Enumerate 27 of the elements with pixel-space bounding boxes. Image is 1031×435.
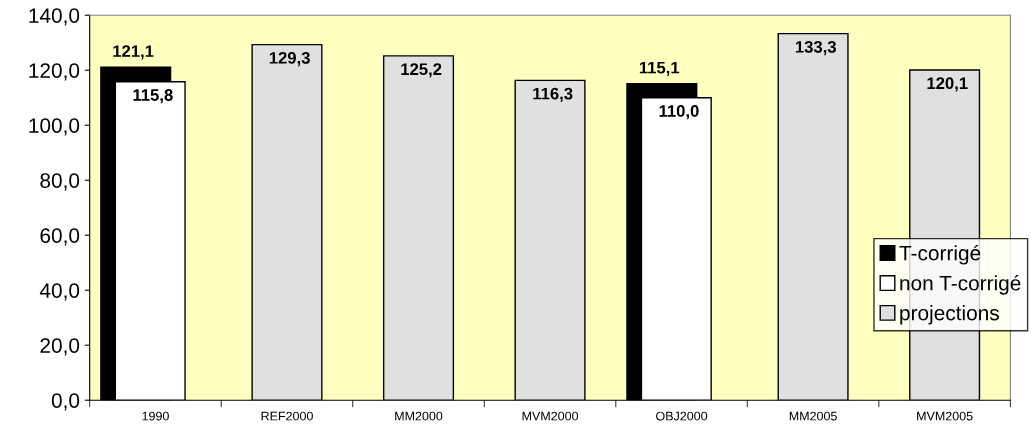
data-label: 121,1: [113, 45, 154, 60]
y-tick-label: 0,0: [51, 393, 80, 411]
x-tick-label: MVM2005: [917, 411, 973, 421]
y-tick-label: 20,0: [40, 338, 80, 356]
y-tick-label: 80,0: [40, 173, 80, 191]
x-tick-label: REF2000: [261, 411, 313, 421]
legend-label: T-corrigé: [899, 244, 981, 265]
x-tick-label: MVM2000: [522, 411, 579, 421]
x-tick-label: 1990: [142, 411, 169, 421]
y-tick-label: 120,0: [29, 63, 80, 81]
data-label: 129,3: [269, 51, 310, 67]
data-label: 120,1: [927, 77, 968, 92]
data-label: 115,1: [639, 61, 680, 76]
data-label: 115,8: [133, 89, 173, 104]
legend-label: non T-corrigé: [900, 275, 1021, 295]
data-label: 125,2: [401, 63, 442, 78]
y-tick-label: 60,0: [40, 228, 80, 246]
data-label: 110,0: [659, 105, 699, 120]
legend-label: projections: [900, 305, 999, 325]
y-tick-label: 140,0: [29, 8, 80, 26]
y-tick-label: 100,0: [29, 118, 80, 136]
x-tick-label: OBJ2000: [656, 411, 708, 421]
x-tick-label: MM2000: [395, 411, 443, 421]
data-label: 133,3: [795, 40, 836, 56]
y-tick-label: 40,0: [39, 283, 80, 301]
data-label: 116,3: [533, 87, 573, 102]
x-tick-label: MM2005: [789, 411, 837, 421]
